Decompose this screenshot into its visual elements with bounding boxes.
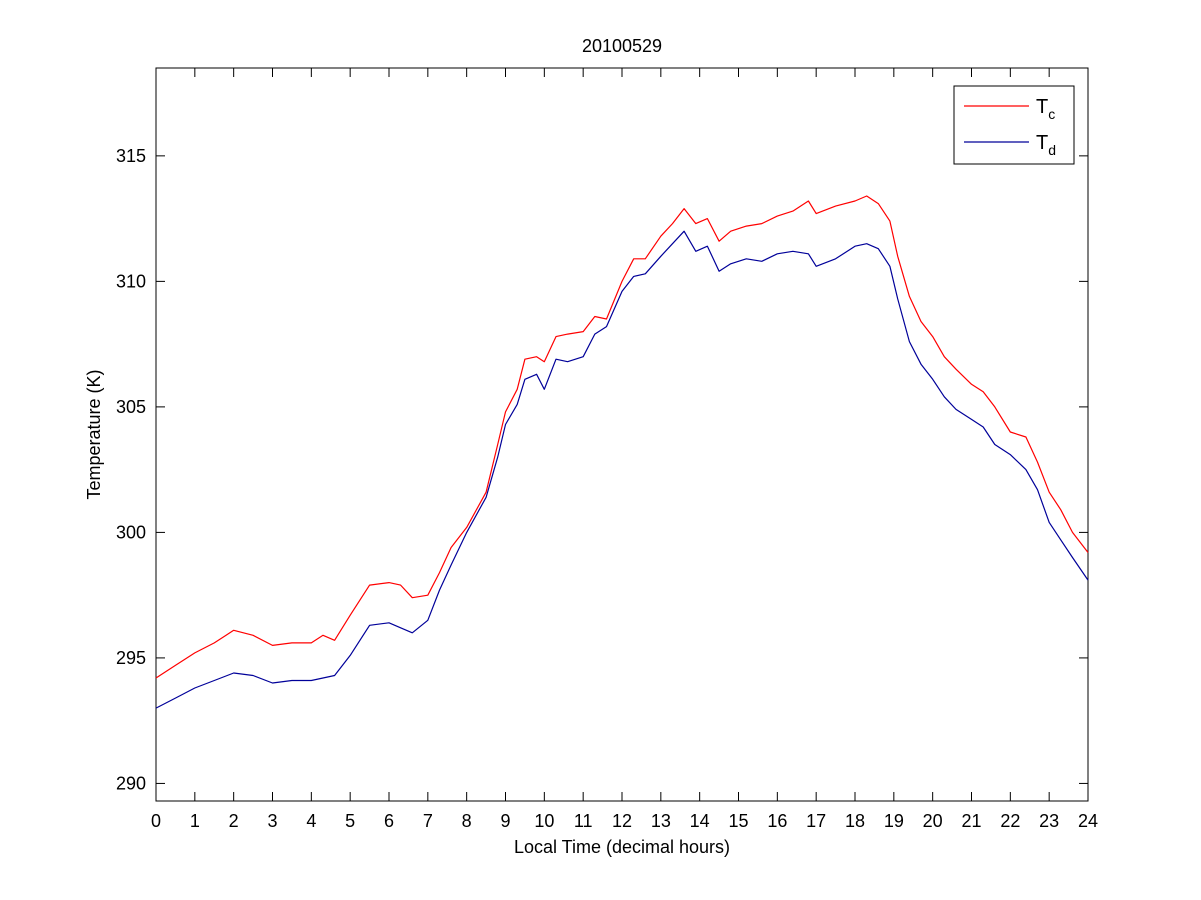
x-tick-label: 21 — [961, 811, 981, 831]
x-tick-label: 15 — [728, 811, 748, 831]
x-tick-label: 16 — [767, 811, 787, 831]
x-tick-label: 12 — [612, 811, 632, 831]
x-tick-label: 4 — [306, 811, 316, 831]
plot-frame — [155, 67, 1089, 802]
x-tick-label: 19 — [884, 811, 904, 831]
x-tick-label: 2 — [229, 811, 239, 831]
y-tick-label: 305 — [116, 397, 146, 417]
x-axis-label: Local Time (decimal hours) — [514, 837, 730, 857]
x-tick-label: 3 — [267, 811, 277, 831]
x-tick-label: 23 — [1039, 811, 1059, 831]
legend-label-c: Tc — [1036, 96, 1055, 122]
y-axis: 290 295 300 305 310 315 — [116, 146, 1088, 793]
x-tick-label: 6 — [384, 811, 394, 831]
x-tick-label: 13 — [651, 811, 671, 831]
series-line-d — [155, 230, 1089, 709]
y-tick-label: 300 — [116, 522, 146, 542]
x-tick-label: 17 — [806, 811, 826, 831]
x-axis: 0 1 2 3 4 5 6 7 8 9 10 11 12 13 14 15 16 17 18 19 20 21 22 23 24 — [151, 68, 1098, 831]
x-tick-label: 11 — [574, 811, 593, 831]
x-tick-label: 10 — [534, 811, 554, 831]
y-tick-label: 295 — [116, 648, 146, 668]
x-tick-label: 7 — [423, 811, 433, 831]
series-line-c — [155, 195, 1089, 679]
x-tick-label: 5 — [345, 811, 355, 831]
y-axis-label: Temperature (K) — [84, 369, 104, 499]
y-tick-label: 315 — [116, 146, 146, 166]
legend-label-d: Td — [1036, 132, 1056, 158]
series-layer — [155, 195, 1089, 709]
x-tick-label: 0 — [151, 811, 161, 831]
x-tick-label: 22 — [1000, 811, 1020, 831]
y-tick-label: 290 — [116, 773, 146, 793]
x-tick-label: 14 — [690, 811, 710, 831]
chart-title: 20100529 — [582, 36, 662, 56]
x-tick-label: 9 — [500, 811, 510, 831]
x-tick-label: 1 — [190, 811, 200, 831]
y-tick-label: 310 — [116, 271, 146, 291]
x-tick-label: 24 — [1078, 811, 1098, 831]
legend-box — [953, 85, 1075, 165]
x-tick-label: 8 — [462, 811, 472, 831]
legend: Tc Td — [953, 85, 1075, 165]
x-tick-label: 20 — [923, 811, 943, 831]
x-tick-label: 18 — [845, 811, 865, 831]
